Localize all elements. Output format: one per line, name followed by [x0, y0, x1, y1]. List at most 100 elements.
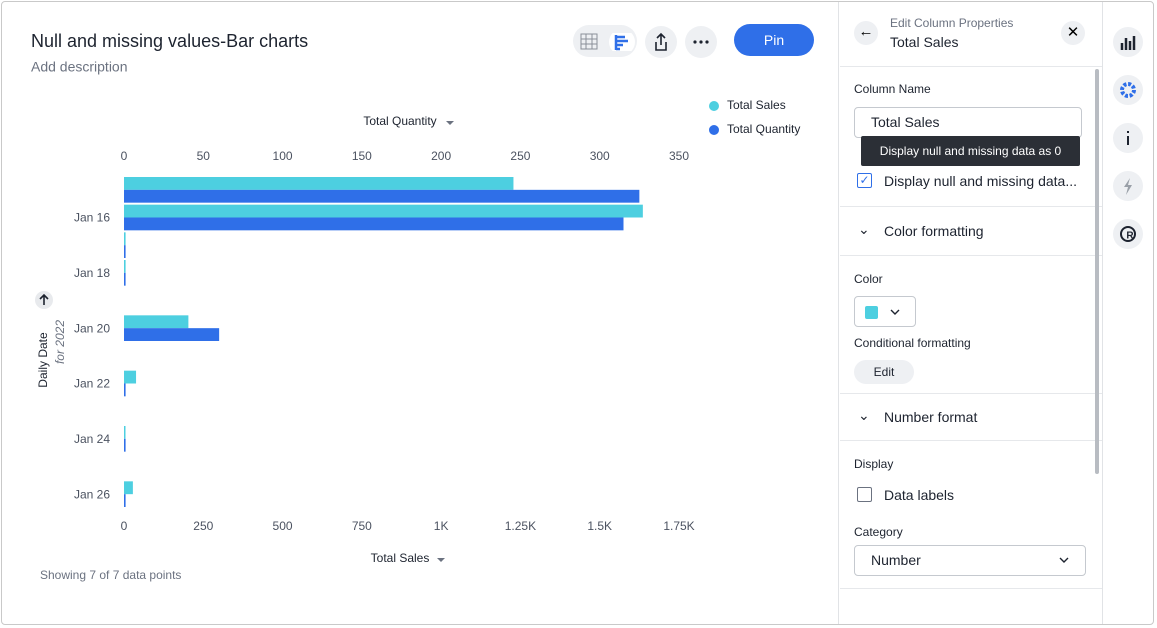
y-axis-subtitle: for 2022 [53, 320, 67, 364]
back-button[interactable]: ← [854, 21, 878, 45]
table-icon[interactable] [580, 33, 598, 50]
dropdown-icon [890, 309, 900, 315]
rail-settings-button[interactable] [1113, 75, 1143, 105]
rail-insights-icon [1124, 178, 1132, 195]
x-tick-label: 1.5K [587, 519, 612, 533]
x-tick-label: 250 [510, 149, 530, 163]
section-title[interactable]: Color formatting [884, 223, 984, 239]
rail-settings-icon [1120, 82, 1136, 98]
icon-rail: R [1113, 27, 1143, 249]
x2-axis-title[interactable]: Total Quantity [363, 114, 436, 128]
bar [124, 328, 220, 341]
panel-column: Total Sales [890, 34, 959, 50]
field-label: Conditional formatting [854, 336, 971, 350]
field-label: Category [854, 525, 903, 539]
y-axis-title[interactable]: Daily Date [36, 332, 50, 388]
bar [124, 315, 189, 329]
bar [124, 481, 133, 495]
y-tick-label: Jan 18 [74, 266, 110, 280]
panel-header: Edit Column Properties [890, 16, 1014, 30]
edit-button[interactable]: Edit [854, 360, 914, 384]
bar [124, 232, 126, 246]
x-tick-label: 750 [352, 519, 372, 533]
more-button[interactable] [685, 26, 717, 58]
x-tick-label: 200 [431, 149, 451, 163]
dropdown-icon [1059, 557, 1069, 563]
toggle-icons [580, 33, 635, 51]
dropdown-icon [446, 121, 454, 125]
table-icon-grid [581, 34, 597, 49]
chart-subtitle[interactable]: Add description [31, 59, 128, 75]
rail-r-button[interactable] [1113, 219, 1143, 249]
bar [124, 189, 640, 203]
x-tick-label: 300 [590, 149, 610, 163]
x-tick-label: 250 [193, 519, 213, 533]
color-picker[interactable] [854, 296, 916, 327]
x-tick-label: 1K [434, 519, 449, 533]
bar [124, 177, 514, 190]
category-select[interactable]: Number [854, 545, 1086, 576]
x-tick-label: 1.75K [663, 519, 694, 533]
column-name-input[interactable]: Total Sales [854, 107, 1082, 138]
chevron[interactable]: ⌄ [858, 407, 870, 423]
rail-chart-button[interactable] [1113, 27, 1143, 57]
x-tick-label: 100 [273, 149, 293, 163]
y-tick-label: Jan 22 [74, 377, 110, 391]
bar [124, 370, 137, 384]
checkbox[interactable] [857, 487, 872, 502]
legend-marker [709, 125, 719, 135]
dropdown-icon [437, 558, 445, 562]
divider [840, 206, 1102, 207]
checkbox-checked[interactable]: ✓ [857, 173, 872, 188]
more-icon [693, 40, 709, 44]
bar [124, 217, 624, 231]
x-tick-label: 50 [197, 149, 211, 163]
x-tick-label: 0 [121, 519, 128, 533]
footnote: Showing 7 of 7 data points [40, 568, 181, 582]
x-tick-label: 0 [121, 149, 128, 163]
bar [124, 494, 126, 507]
divider [840, 440, 1102, 441]
rail-border [1102, 2, 1103, 624]
bar [124, 438, 126, 452]
bar [124, 245, 126, 258]
pin-button[interactable]: Pin [734, 24, 814, 56]
bar [124, 260, 126, 273]
chevron[interactable]: ⌄ [858, 221, 870, 237]
legend-marker [709, 101, 719, 111]
rail-chart-icon [1120, 36, 1136, 50]
chart: Null and missing values-Bar charts Add d… [31, 31, 800, 582]
field-label: Color [854, 272, 883, 286]
y-tick-label: Jan 20 [74, 321, 110, 335]
divider [840, 588, 1102, 589]
x-tick-label: 150 [352, 149, 372, 163]
rail-r-icon [1120, 226, 1136, 242]
x-axis-title[interactable]: Total Sales [371, 551, 430, 565]
y-tick-label: Jan 24 [74, 432, 110, 446]
checkbox-label: Display null and missing data... [884, 173, 1077, 189]
chart-title: Null and missing values-Bar charts [31, 31, 308, 51]
close-button[interactable]: ✕ [1061, 21, 1085, 45]
legend-label: Total Sales [727, 98, 786, 112]
share-icon [655, 32, 667, 51]
tooltip: Display null and missing data as 0 [861, 136, 1080, 166]
y-tick-label: Jan 26 [74, 487, 110, 501]
bar [124, 383, 126, 397]
rail-r-letter: R [1126, 231, 1134, 242]
field-label: Column Name [854, 82, 931, 96]
legend-label: Total Quantity [727, 122, 800, 136]
checkbox-label: Data labels [884, 487, 955, 503]
y-tick-label: Jan 16 [74, 211, 110, 225]
chart-icon [614, 35, 628, 51]
x-tick-label: 350 [669, 149, 689, 163]
share-button[interactable] [645, 26, 677, 58]
scrollbar[interactable] [1095, 69, 1099, 474]
sort-icon [39, 293, 49, 305]
bar [124, 204, 643, 218]
bar [124, 426, 126, 439]
panel-border [838, 2, 839, 624]
bar [124, 272, 126, 286]
divider [840, 393, 1102, 394]
x-tick-label: 1.25K [505, 519, 536, 533]
section-title[interactable]: Number format [884, 409, 978, 425]
